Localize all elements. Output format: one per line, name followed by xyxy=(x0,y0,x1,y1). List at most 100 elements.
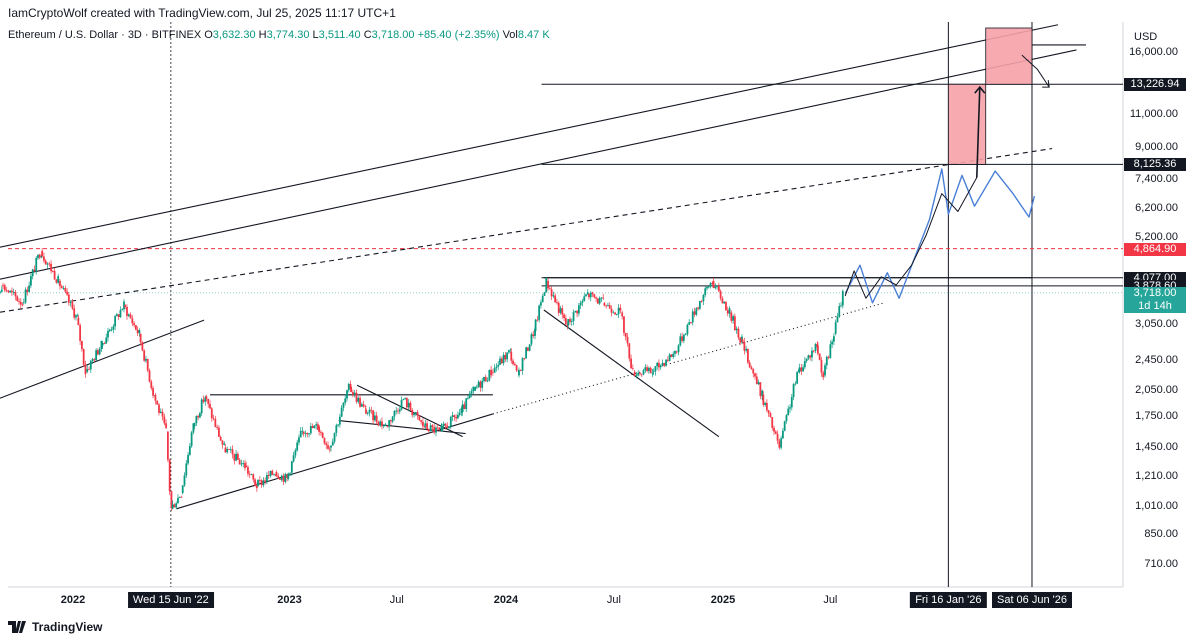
candle-body xyxy=(499,358,501,365)
candle-body xyxy=(608,305,611,309)
candle-body xyxy=(614,312,616,315)
candle-body xyxy=(38,254,41,258)
candle-body xyxy=(591,292,594,295)
candle-body xyxy=(631,368,634,370)
candle-body xyxy=(840,305,842,307)
candle-body xyxy=(827,356,830,358)
candle-body xyxy=(456,414,459,419)
candle-body xyxy=(765,402,768,411)
candle-body xyxy=(228,449,230,450)
candle-body xyxy=(141,342,144,351)
candle-body xyxy=(453,415,456,418)
candle-body xyxy=(264,480,267,482)
candle-body xyxy=(442,423,445,427)
candle-body xyxy=(250,474,253,476)
candle-body xyxy=(647,367,650,372)
tradingview-logo: TradingView xyxy=(8,620,102,634)
candle-body xyxy=(754,373,756,377)
candle-body xyxy=(131,318,134,324)
y-tick-label: 16,000.00 xyxy=(1129,46,1178,58)
candle-body xyxy=(35,258,38,272)
candle-body xyxy=(28,285,31,292)
candle-body xyxy=(60,286,63,289)
candle-body xyxy=(824,365,826,376)
support-line-2022 xyxy=(0,319,205,399)
date-marker-label: Sat 06 Jun '26 xyxy=(991,592,1072,608)
candle-body xyxy=(98,348,101,355)
candle-body xyxy=(759,382,762,397)
candle-body xyxy=(838,306,841,317)
projection-path-black xyxy=(844,177,978,299)
candle-body xyxy=(337,424,340,426)
candle-body xyxy=(145,358,147,361)
candle-body xyxy=(224,447,227,453)
candle-body xyxy=(46,263,49,265)
candle-body xyxy=(171,504,174,509)
candle-body xyxy=(730,312,733,321)
candle-body xyxy=(77,317,80,326)
candle-body xyxy=(814,344,817,351)
candle-body xyxy=(515,365,518,371)
candle-body xyxy=(50,263,52,271)
candle-body xyxy=(790,397,793,408)
candle-body xyxy=(448,426,450,428)
candle-body xyxy=(761,390,764,397)
candle-body xyxy=(668,354,671,361)
candle-body xyxy=(282,475,285,482)
candle-body xyxy=(477,381,480,387)
candle-body xyxy=(373,415,376,421)
candle-body xyxy=(615,314,618,316)
candle-body xyxy=(267,474,270,477)
candle-body xyxy=(205,396,208,399)
candle-body xyxy=(550,289,553,297)
candle-body xyxy=(418,415,421,421)
candle-body xyxy=(333,432,336,442)
candle-body xyxy=(624,332,627,337)
candle-body xyxy=(588,293,590,298)
candle-body xyxy=(101,343,104,346)
candle-body xyxy=(681,336,683,341)
close-value: 3,718.00 xyxy=(371,29,415,41)
candle-body xyxy=(366,412,369,414)
y-tick-label: 3,050.00 xyxy=(1135,318,1178,331)
candle-body xyxy=(146,358,149,371)
candle-body xyxy=(166,431,169,460)
candle-body xyxy=(382,425,385,427)
candle-body xyxy=(416,412,419,416)
candle-body xyxy=(521,358,524,371)
currency-label[interactable]: USD xyxy=(1134,31,1158,43)
candle-body xyxy=(684,334,687,336)
symbol-name[interactable]: Ethereum / U.S. Dollar · 3D · BITFINEX xyxy=(8,29,202,41)
candle-body xyxy=(127,314,130,316)
candle-body xyxy=(368,409,371,413)
candle-body xyxy=(273,474,275,476)
candle-body xyxy=(593,294,596,298)
candle-body xyxy=(7,290,10,293)
candle-body xyxy=(474,386,476,391)
candle-body xyxy=(51,270,54,272)
candle-body xyxy=(635,375,638,377)
candle-body xyxy=(481,380,484,388)
candle-body xyxy=(75,315,77,318)
candle-body xyxy=(783,421,786,431)
candle-body xyxy=(513,364,516,366)
candle-body xyxy=(21,304,24,306)
candle-body xyxy=(301,430,304,432)
y-tick-label: 1,210.00 xyxy=(1135,470,1178,483)
candle-body xyxy=(245,465,248,468)
candle-body xyxy=(185,463,188,476)
candle-body xyxy=(16,296,19,301)
candle-body xyxy=(381,421,383,427)
tradingview-logo-icon xyxy=(8,621,26,633)
candle-body xyxy=(748,362,751,368)
candle-body xyxy=(404,398,407,400)
low-value: 3,511.40 xyxy=(318,29,361,41)
candle-body xyxy=(79,325,82,342)
candle-body xyxy=(576,310,579,314)
candle-body xyxy=(119,310,122,318)
candle-body xyxy=(764,402,767,405)
candle-body xyxy=(353,392,356,395)
candle-body xyxy=(488,369,491,381)
candle-body xyxy=(483,376,485,381)
